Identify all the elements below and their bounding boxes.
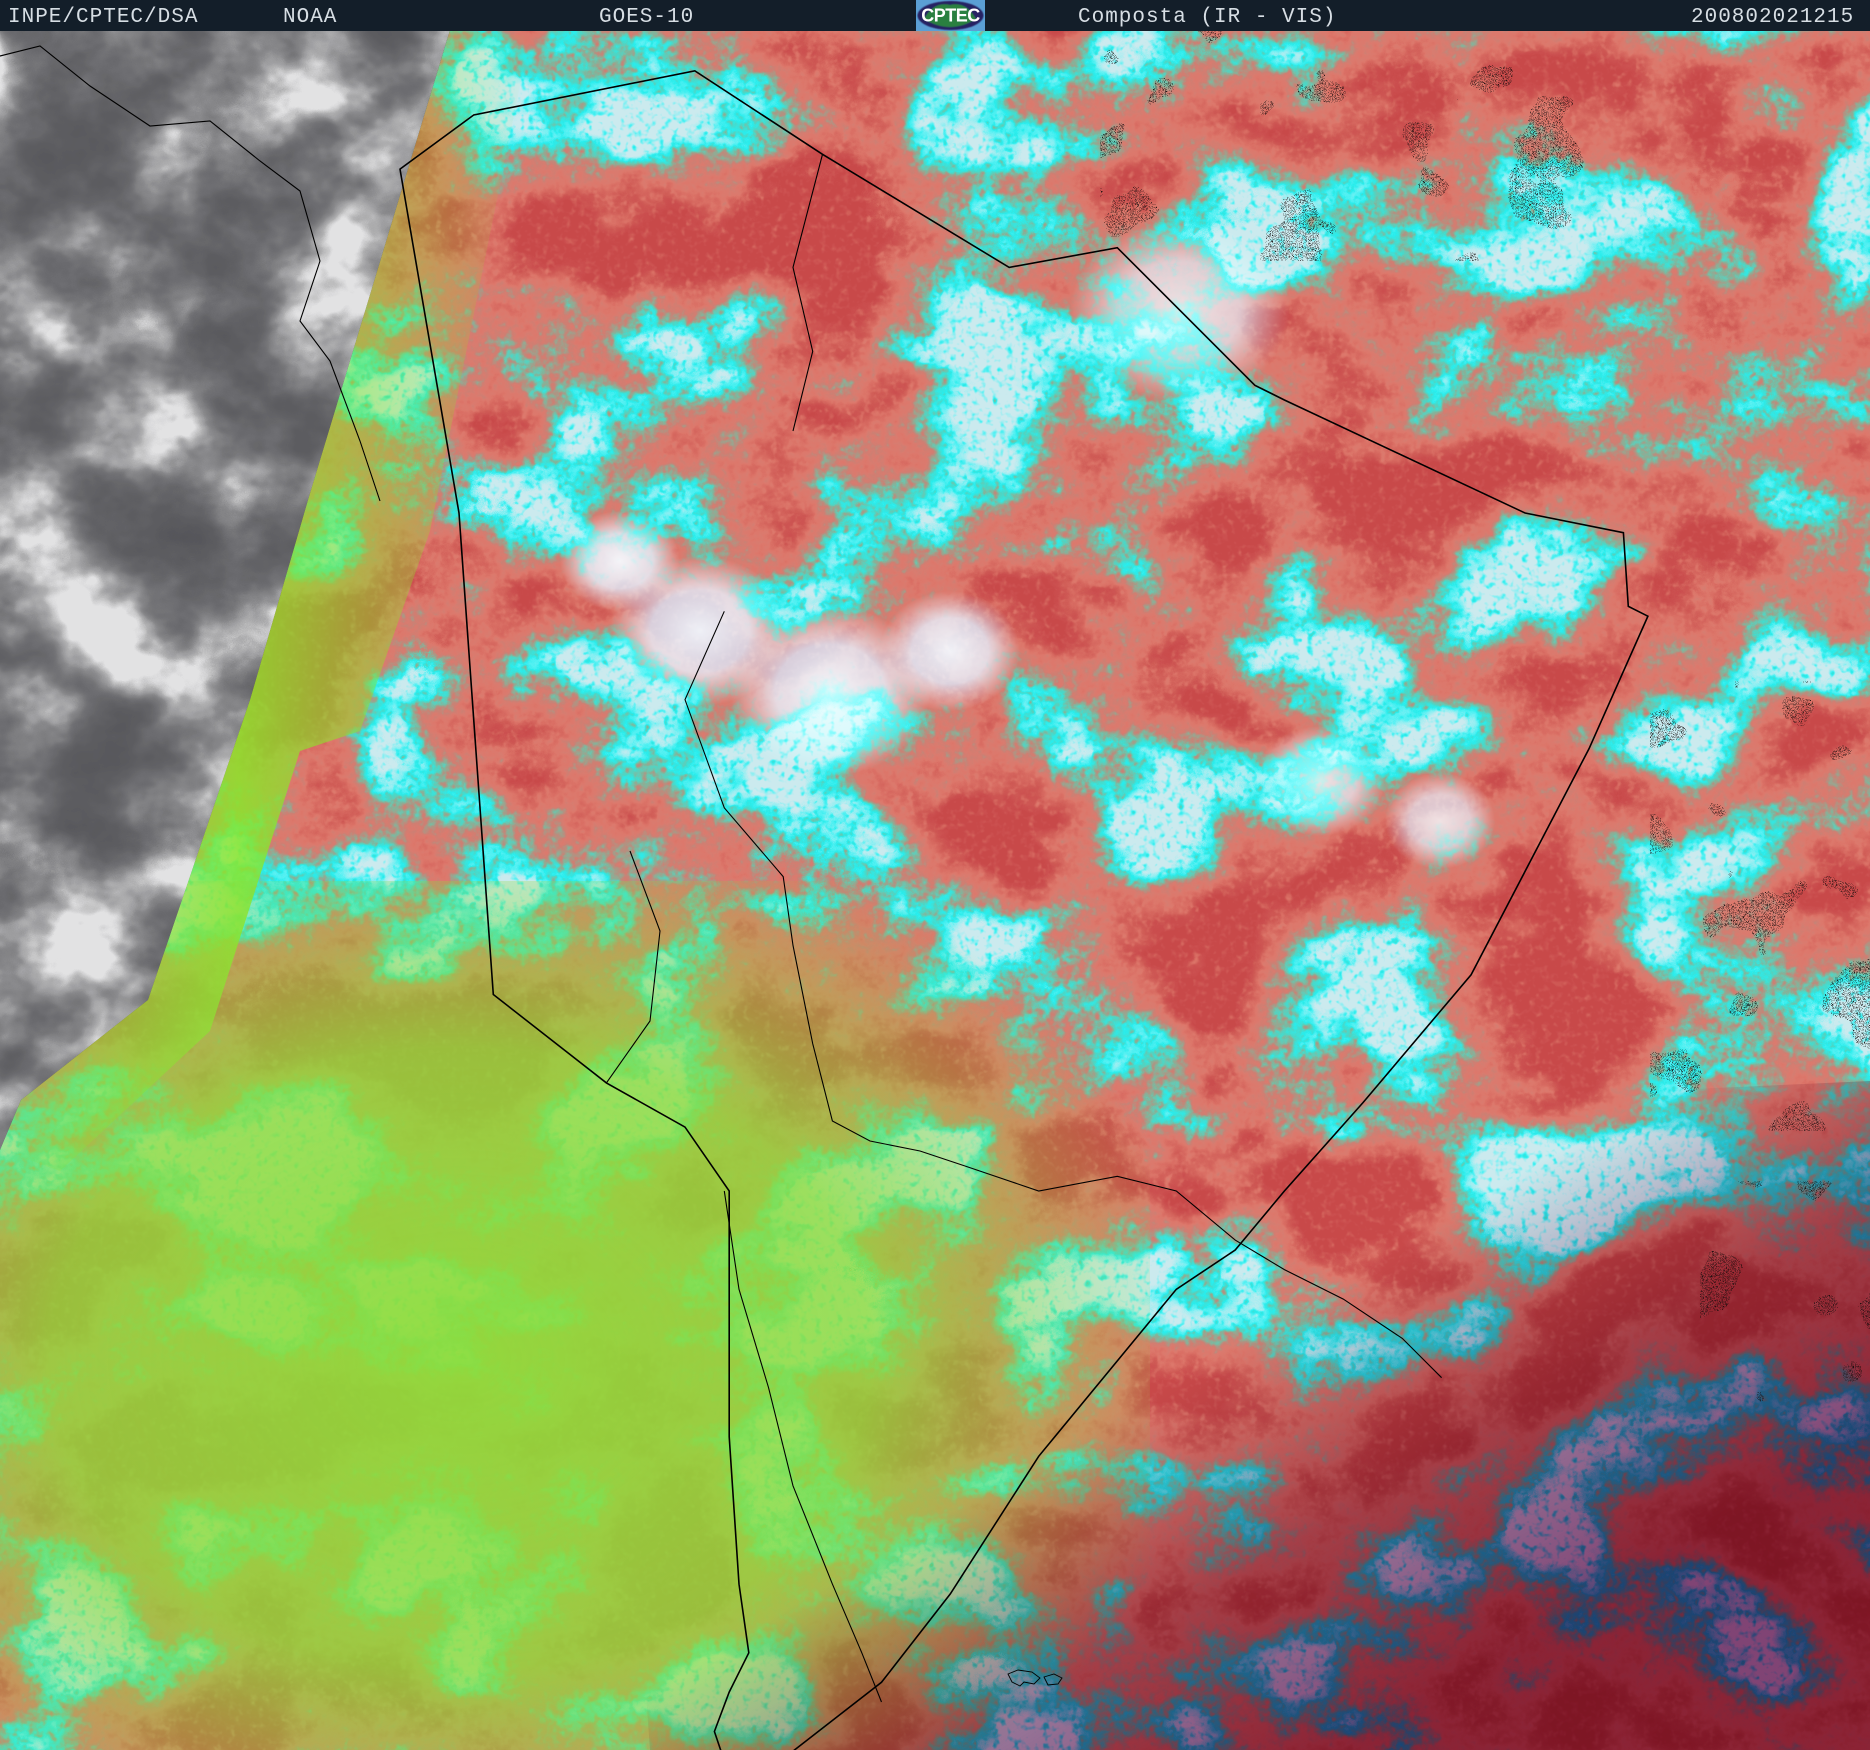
svg-text:CPTEC: CPTEC: [921, 6, 980, 26]
